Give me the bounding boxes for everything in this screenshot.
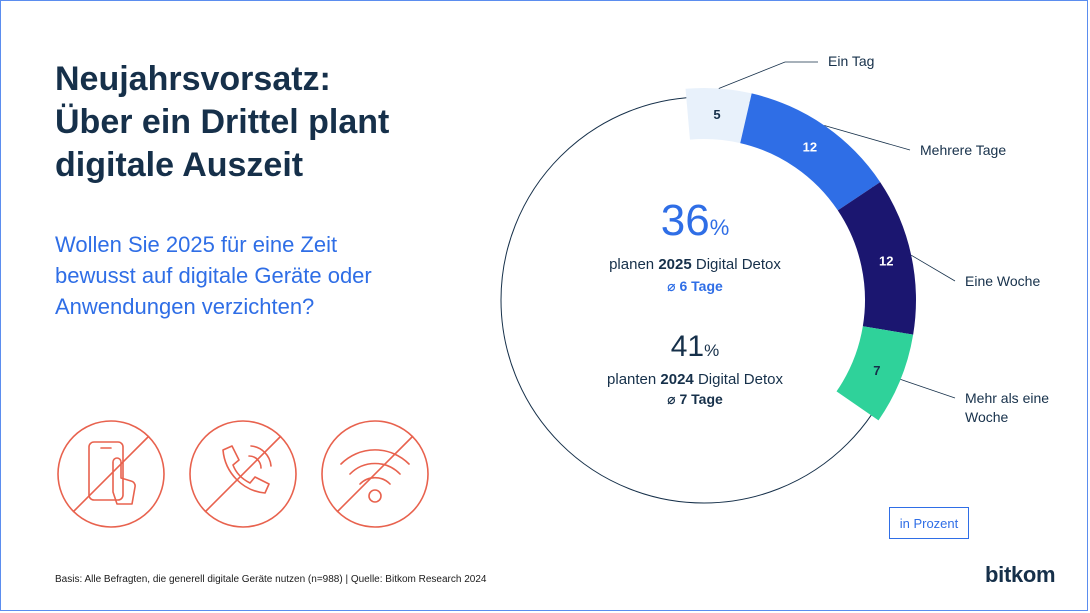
title-line: Über ein Drittel plant <box>55 103 390 141</box>
question-line: bewusst auf digitale Geräte oder <box>55 263 372 288</box>
donut-segment-1 <box>685 88 752 144</box>
percent-sign: % <box>709 215 730 240</box>
no-smartphone-icon <box>57 420 165 528</box>
label-2025-post: Digital Detox <box>691 256 781 273</box>
title-line: Neujahrsvorsatz: <box>55 60 331 98</box>
page-title: Neujahrsvorsatz: Über ein Drittel plant … <box>55 58 485 187</box>
donut-segment-4 <box>836 326 914 421</box>
callout-line <box>900 379 956 399</box>
category-label: Mehrere Tage <box>920 142 1006 158</box>
detox-icons <box>55 418 435 534</box>
question-line: Wollen Sie 2025 für eine Zeit <box>55 232 338 257</box>
category-label: Eine Woche <box>965 273 1040 289</box>
value-2024: 41 <box>670 330 705 363</box>
no-phone-call-icon <box>189 420 297 528</box>
callout-line <box>824 125 911 151</box>
donut-segments: 5 12 12 7 <box>685 88 916 421</box>
source-footnote: Basis: Alle Befragten, die generell digi… <box>55 574 487 585</box>
avg-2024: ⌀ 7 Tage <box>667 391 723 407</box>
label-2025-pre: planen <box>609 256 659 273</box>
label-2025-year: 2025 <box>658 256 692 273</box>
segment-value-label: 12 <box>879 254 893 269</box>
category-label: Woche <box>965 409 1009 425</box>
segment-value-label: 12 <box>803 139 817 154</box>
segment-value-label: 7 <box>873 363 880 378</box>
avg-2025: ⌀ 6 Tage <box>667 278 723 294</box>
donut-segment-2 <box>740 93 881 211</box>
value-2025: 36 <box>660 196 710 245</box>
percent-2024: 41% <box>520 330 870 364</box>
percent-2025: 36% <box>520 196 870 246</box>
category-label: Mehr als eine <box>965 390 1049 406</box>
segment-value-label: 5 <box>713 107 720 122</box>
unit-label: in Prozent <box>889 507 969 539</box>
label-2024-pre: planten <box>607 371 661 388</box>
bitkom-logo: bitkom <box>985 562 1056 587</box>
no-wifi-icon <box>321 420 429 528</box>
percent-sign: % <box>704 341 720 360</box>
title-line: digitale Auszeit <box>55 146 304 184</box>
label-2024-post: Digital Detox <box>693 371 783 388</box>
label-2024: planten 2024 Digital Detox <box>520 371 870 388</box>
label-2025: planen 2025 Digital Detox <box>520 256 870 273</box>
label-2024-year: 2024 <box>660 371 694 388</box>
callout-line <box>718 61 818 89</box>
callout-line <box>911 254 956 282</box>
question-line: Anwendungen verzichten? <box>55 294 315 319</box>
donut-segment-3 <box>837 182 916 335</box>
survey-question: Wollen Sie 2025 für eine Zeit bewusst au… <box>55 229 475 322</box>
callout-labels: Ein Tag Mehrere Tage Eine Woche Mehr als ei… <box>718 53 1049 425</box>
category-label: Ein Tag <box>828 53 874 69</box>
